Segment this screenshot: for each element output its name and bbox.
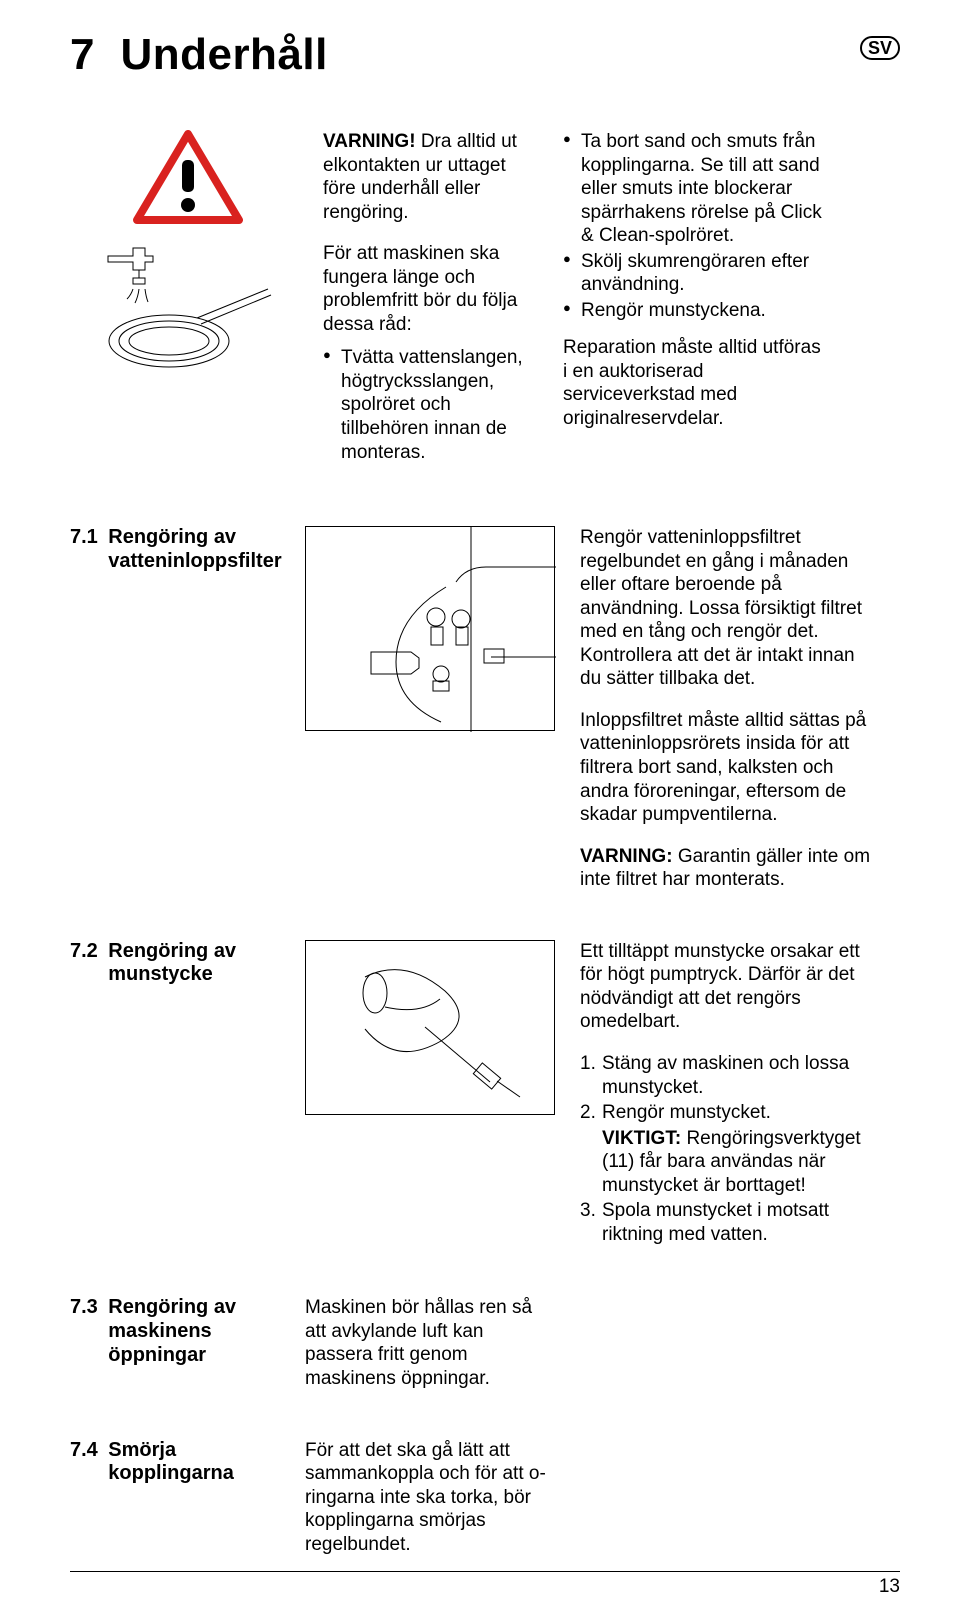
chapter-title: 7 Underhåll <box>70 30 328 80</box>
page-number: 13 <box>879 1576 900 1597</box>
section-7-1-illustration <box>305 526 580 731</box>
warning-triangle-icon <box>133 130 243 225</box>
section-7-2-step-3: 3.Spola munstycket i motsatt riktning me… <box>580 1199 880 1246</box>
tap-lance-illustration <box>103 241 273 371</box>
intro-right-bullet-1: Ta bort sand och smuts från kopplingarna… <box>563 130 823 248</box>
intro-right-para2: Reparation måste alltid utföras i en auk… <box>563 336 823 430</box>
intro-right-bullet-2: Skölj skumrengöraren efter användning. <box>563 250 823 297</box>
section-7-3: 7.3 Rengöring av maskinens öppningar Mas… <box>70 1296 900 1390</box>
section-7-1-p3: VARNING: Garantin gäller inte om inte fi… <box>580 845 880 892</box>
intro-right-bullets: Ta bort sand och smuts från kopplingarna… <box>563 130 823 322</box>
section-7-2-step-2-bold: VIKTIGT: <box>602 1128 681 1149</box>
section-7-1-p1: Rengör vatteninloppsfiltret regelbundet … <box>580 526 880 691</box>
section-7-2-illustration <box>305 940 580 1115</box>
intro-row: VARNING! Dra alltid ut elkontakten ur ut… <box>70 130 900 478</box>
section-7-2-step-1-text: Stäng av maskinen och lossa munstycket. <box>602 1053 849 1098</box>
section-7-1-title: Rengöring av vatteninloppsfilter <box>108 526 288 573</box>
section-7-3-title: Rengöring av maskinens öppningar <box>108 1296 288 1367</box>
section-7-3-num: 7.3 <box>70 1296 98 1319</box>
section-7-3-p1: Maskinen bör hållas ren så att avkylande… <box>305 1296 555 1390</box>
section-7-2-heading: 7.2 Rengöring av munstycke <box>70 940 305 987</box>
section-7-1-num: 7.1 <box>70 526 98 549</box>
section-7-4-title: Smörja kopplingarna <box>108 1439 288 1486</box>
section-7-2-steps: 1.Stäng av maskinen och lossa munstycket… <box>580 1052 880 1246</box>
section-7-2-step-1: 1.Stäng av maskinen och lossa munstycket… <box>580 1052 880 1099</box>
intro-warning-paragraph: VARNING! Dra alltid ut elkontakten ur ut… <box>323 130 539 224</box>
intro-warning-label: VARNING! <box>323 131 416 152</box>
section-7-2: 7.2 Rengöring av munstycke Ett tilltäppt… <box>70 940 900 1249</box>
page-footer: 13 <box>70 1571 900 1598</box>
filter-illustration <box>306 527 556 732</box>
intro-right-bullet-3: Rengör munstyckena. <box>563 299 823 323</box>
section-7-4-p1: För att det ska gå lätt att sammankoppla… <box>305 1439 555 1557</box>
section-7-1-heading: 7.1 Rengöring av vatteninloppsfilter <box>70 526 305 573</box>
intro-icons-col <box>70 130 305 371</box>
section-7-1: 7.1 Rengöring av vatteninloppsfilter <box>70 526 900 892</box>
section-7-3-text-col: Maskinen bör hållas ren så att avkylande… <box>305 1296 580 1390</box>
section-7-4-text-col: För att det ska gå lätt att sammankoppla… <box>305 1439 580 1557</box>
intro-left-bullets: Tvätta vattenslangen, högtrycksslangen, … <box>323 346 539 464</box>
section-7-2-step-2: 2.Rengör munstycket. VIKTIGT: Rengörings… <box>580 1101 880 1197</box>
section-7-2-text: Ett tilltäppt munstycke orsakar ett för … <box>580 940 880 1249</box>
section-7-2-num: 7.2 <box>70 940 98 963</box>
intro-right-col: Ta bort sand och smuts från kopplingarna… <box>563 130 823 431</box>
section-7-4-num: 7.4 <box>70 1439 98 1462</box>
section-7-4-heading: 7.4 Smörja kopplingarna <box>70 1439 305 1486</box>
section-7-2-title: Rengöring av munstycke <box>108 940 288 987</box>
section-7-2-step-3-text: Spola munstycket i motsatt riktning med … <box>602 1200 829 1245</box>
section-7-1-p3-bold: VARNING: <box>580 846 673 867</box>
section-7-1-p2: Inloppsfiltret måste alltid sättas på va… <box>580 709 880 827</box>
section-7-1-text: Rengör vatteninloppsfiltret regelbundet … <box>580 526 880 892</box>
intro-para1: För att maskinen ska fungera länge och p… <box>323 242 539 336</box>
intro-bullet-1: Tvätta vattenslangen, högtrycksslangen, … <box>323 346 539 464</box>
section-7-4: 7.4 Smörja kopplingarna För att det ska … <box>70 1439 900 1557</box>
nozzle-illustration <box>315 947 545 1107</box>
section-7-3-heading: 7.3 Rengöring av maskinens öppningar <box>70 1296 305 1367</box>
intro-mid-col: VARNING! Dra alltid ut elkontakten ur ut… <box>323 130 563 478</box>
section-7-2-p1: Ett tilltäppt munstycke orsakar ett för … <box>580 940 880 1034</box>
section-7-2-step-2-text: Rengör munstycket. <box>602 1102 771 1123</box>
chapter-name: Underhåll <box>120 30 327 79</box>
language-badge: SV <box>860 36 900 60</box>
page-header: 7 Underhåll SV <box>70 30 900 80</box>
chapter-number: 7 <box>70 30 95 79</box>
